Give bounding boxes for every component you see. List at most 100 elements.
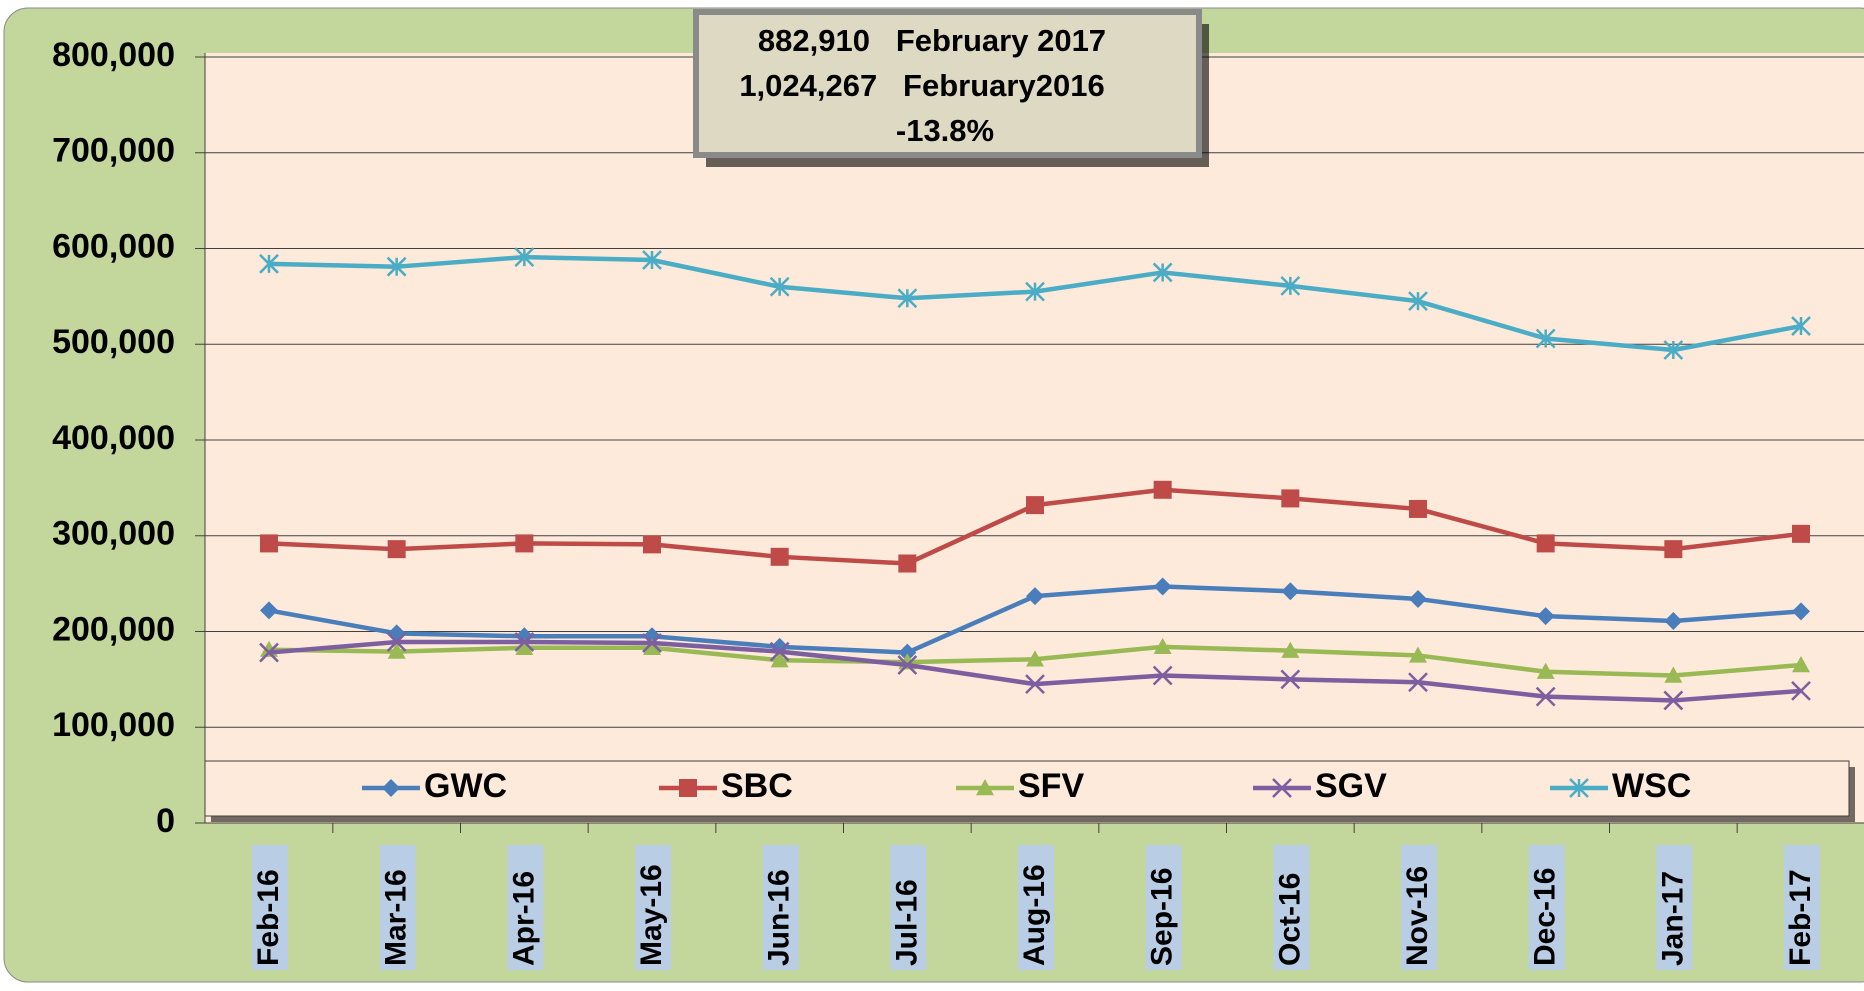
data-point bbox=[259, 253, 279, 274]
annotation-line: 1,024,267 February2016 bbox=[739, 68, 1104, 103]
x-tick-label: Oct-16 bbox=[1273, 873, 1306, 966]
data-point bbox=[1025, 674, 1045, 695]
data-point bbox=[1281, 489, 1300, 508]
data-point bbox=[897, 655, 918, 675]
x-label-group: Feb-16 bbox=[252, 845, 288, 970]
legend-marker bbox=[1569, 778, 1589, 798]
data-point bbox=[387, 642, 406, 659]
data-point bbox=[1409, 646, 1427, 663]
data-point bbox=[1281, 641, 1300, 658]
x-label-bg bbox=[507, 845, 544, 970]
x-label-group: Jun-16 bbox=[763, 845, 799, 970]
x-label-group: Apr-16 bbox=[507, 845, 544, 970]
y-tick-label: 200,000 bbox=[52, 610, 175, 648]
data-point bbox=[1152, 665, 1173, 686]
annotation-line: -13.8% bbox=[896, 113, 994, 148]
data-point bbox=[1791, 316, 1811, 336]
data-point bbox=[1792, 524, 1810, 543]
legend-marker bbox=[679, 779, 697, 797]
y-tick-label: 600,000 bbox=[52, 227, 175, 265]
data-point bbox=[1663, 340, 1684, 360]
x-tick-label: Jun-16 bbox=[763, 869, 796, 966]
data-point bbox=[1792, 656, 1810, 673]
data-point bbox=[770, 651, 789, 668]
legend-label: GWC bbox=[424, 767, 507, 805]
data-point bbox=[1791, 680, 1811, 701]
x-tick-label: Sep-16 bbox=[1146, 868, 1179, 966]
x-label-bg bbox=[252, 845, 288, 970]
x-label-group: Aug-16 bbox=[1018, 845, 1054, 970]
data-point bbox=[769, 276, 790, 297]
y-tick-label: 100,000 bbox=[52, 706, 175, 744]
x-tick-label: Apr-16 bbox=[507, 871, 540, 966]
data-point bbox=[1280, 275, 1301, 296]
x-tick-label: May-16 bbox=[635, 864, 668, 966]
data-point bbox=[387, 540, 406, 559]
x-label-group: May-16 bbox=[635, 845, 671, 970]
x-label-bg bbox=[1784, 845, 1820, 970]
data-point bbox=[1535, 686, 1556, 707]
x-tick-label: Mar-16 bbox=[380, 869, 413, 966]
data-point bbox=[386, 256, 407, 277]
x-label-bg bbox=[635, 845, 671, 970]
y-tick-label: 500,000 bbox=[52, 323, 175, 361]
legend-label: SBC bbox=[721, 767, 793, 805]
x-tick-label: Dec-16 bbox=[1529, 868, 1562, 966]
data-point bbox=[260, 601, 278, 620]
data-point bbox=[1536, 662, 1555, 679]
data-point bbox=[1152, 262, 1173, 283]
data-point bbox=[1664, 540, 1683, 559]
x-label-bg bbox=[1401, 845, 1437, 970]
y-tick-label: 800,000 bbox=[52, 36, 175, 74]
data-point bbox=[1281, 582, 1300, 601]
x-label-bg bbox=[1018, 845, 1054, 970]
x-label-group: Jan-17 bbox=[1656, 845, 1693, 970]
data-point bbox=[1536, 607, 1555, 626]
data-point bbox=[1026, 650, 1044, 667]
data-point bbox=[1792, 602, 1810, 621]
plot-bg bbox=[205, 53, 1864, 823]
data-point bbox=[259, 642, 279, 663]
x-label-bg bbox=[379, 845, 416, 970]
x-label-bg bbox=[890, 845, 927, 970]
data-point bbox=[260, 534, 278, 553]
legend-marker bbox=[1272, 778, 1292, 798]
x-label-group: Feb-17 bbox=[1784, 845, 1820, 970]
data-point bbox=[1664, 611, 1683, 630]
x-label-group: Mar-16 bbox=[380, 845, 416, 970]
x-label-bg bbox=[1528, 845, 1565, 970]
data-point bbox=[1409, 589, 1427, 608]
x-label-group: Sep-16 bbox=[1146, 845, 1182, 970]
data-point bbox=[515, 638, 534, 655]
data-point bbox=[514, 632, 535, 652]
data-point bbox=[898, 554, 917, 573]
data-point bbox=[1026, 587, 1044, 606]
x-tick-label: Jan-17 bbox=[1656, 871, 1689, 966]
data-point bbox=[1535, 328, 1556, 349]
x-label-group: Oct-16 bbox=[1273, 845, 1310, 970]
data-point bbox=[1280, 669, 1301, 690]
data-point bbox=[643, 535, 661, 554]
data-point bbox=[1409, 499, 1427, 518]
x-tick-label: Feb-16 bbox=[252, 869, 285, 966]
x-tick-label: Jul-16 bbox=[890, 879, 923, 966]
x-label-bg bbox=[1656, 845, 1693, 970]
data-point bbox=[642, 633, 662, 653]
data-point bbox=[1153, 637, 1172, 655]
y-tick-label: 300,000 bbox=[52, 515, 175, 553]
x-tick-label: Aug-16 bbox=[1018, 864, 1051, 966]
legend-label: SGV bbox=[1315, 767, 1387, 805]
data-point bbox=[897, 288, 918, 309]
data-point bbox=[1664, 666, 1683, 683]
data-point bbox=[1408, 672, 1428, 693]
x-label-group: Dec-16 bbox=[1529, 845, 1565, 970]
x-label-group: Jul-16 bbox=[890, 845, 927, 970]
data-point bbox=[898, 643, 917, 662]
y-tick-label: 0 bbox=[156, 802, 175, 840]
annotation-box bbox=[693, 9, 1202, 158]
y-tick-label: 700,000 bbox=[52, 132, 175, 170]
x-label-bg bbox=[762, 845, 799, 970]
x-label-group: Nov-16 bbox=[1401, 845, 1437, 970]
x-tick-label: Nov-16 bbox=[1401, 866, 1434, 966]
